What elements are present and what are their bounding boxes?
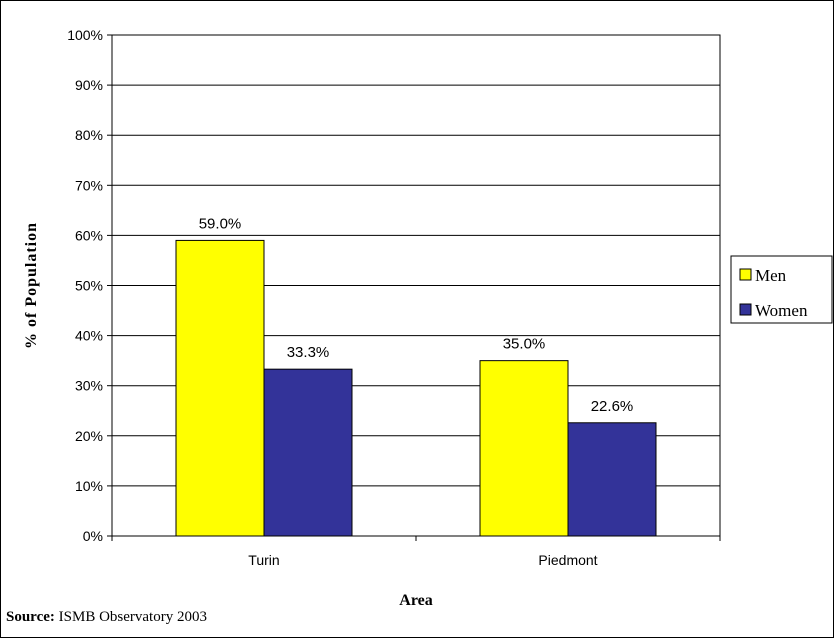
- y-tick-label: 0%: [83, 528, 103, 544]
- data-labels: 59.0% 33.3% 35.0% 22.6%: [199, 215, 634, 414]
- y-tick-label: 60%: [75, 227, 103, 243]
- bar-women-turin: [263, 368, 353, 537]
- legend-label-women: Women: [755, 301, 808, 320]
- y-tick-label: 90%: [75, 77, 103, 93]
- y-axis-ticks: 0% 10% 20% 30% 40% 50% 60% 70% 80% 90% 100%: [67, 27, 112, 544]
- bar-women-piedmont: [567, 422, 657, 537]
- legend-swatch-women: [739, 303, 752, 316]
- x-axis-categories: Turin Piedmont: [111, 536, 721, 568]
- x-axis-title: Area: [399, 592, 432, 609]
- y-tick-label: 20%: [75, 428, 103, 444]
- bars: [175, 239, 657, 537]
- y-tick-label: 10%: [75, 478, 103, 494]
- bar-men-turin: [175, 239, 265, 537]
- source-label: Source:: [6, 609, 55, 625]
- y-tick-label: 40%: [75, 328, 103, 344]
- y-tick-label: 30%: [75, 378, 103, 394]
- source-text: ISMB Observatory 2003: [54, 609, 207, 625]
- legend: Men Women: [730, 255, 833, 324]
- data-label: 59.0%: [199, 215, 242, 232]
- legend-swatch-men: [739, 268, 752, 281]
- data-label: 33.3%: [287, 344, 330, 361]
- x-category-label: Piedmont: [538, 552, 597, 568]
- bar-men-piedmont: [479, 360, 569, 537]
- source-note: Source: ISMB Observatory 2003: [6, 609, 207, 626]
- data-label: 22.6%: [591, 398, 634, 415]
- data-label: 35.0%: [503, 336, 546, 353]
- y-tick-label: 80%: [75, 127, 103, 143]
- y-tick-label: 70%: [75, 177, 103, 193]
- y-tick-label: 50%: [75, 278, 103, 294]
- x-category-label: Turin: [248, 552, 279, 568]
- y-tick-label: 100%: [67, 27, 103, 43]
- y-axis-title: % of Population: [23, 222, 40, 349]
- legend-label-men: Men: [755, 266, 787, 285]
